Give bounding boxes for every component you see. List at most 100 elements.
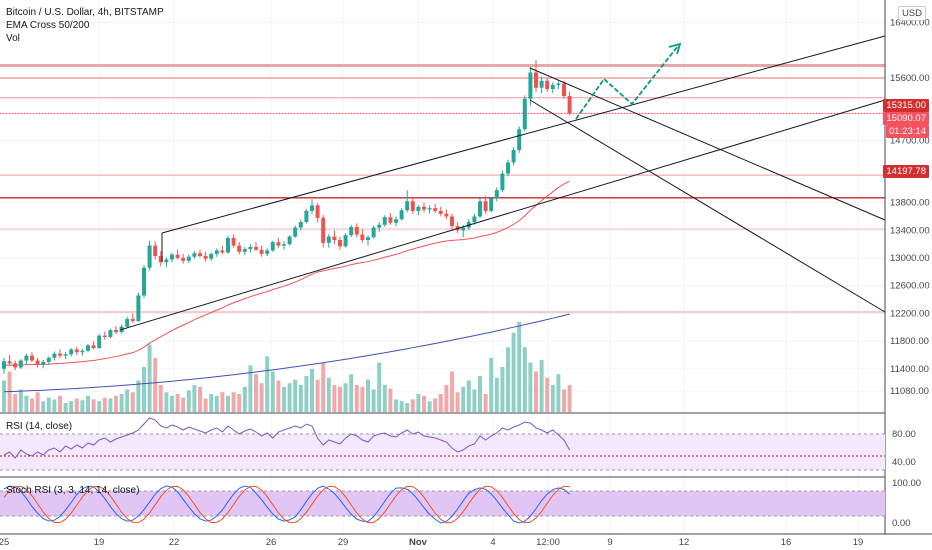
candle-body	[147, 245, 152, 268]
candle-body	[13, 363, 18, 368]
volume-bar	[18, 389, 23, 412]
volume-bar	[410, 399, 415, 412]
candle-body	[394, 219, 398, 223]
candle-body	[416, 206, 421, 211]
volume-bar	[562, 389, 566, 412]
volume-bar	[360, 386, 365, 412]
candle-body	[259, 249, 264, 254]
candle-body	[354, 226, 359, 235]
candle-body	[91, 345, 96, 349]
volume-bar	[349, 374, 354, 412]
volume-bar	[545, 377, 550, 412]
volume-bar	[108, 398, 113, 412]
volume-bar	[153, 358, 158, 412]
volume-title[interactable]: Vol	[6, 33, 20, 44]
volume-bar	[382, 385, 387, 412]
main-pane[interactable]	[0, 0, 885, 413]
candle-body	[304, 210, 309, 223]
stoch-rsi-pane[interactable]	[0, 485, 885, 524]
volume-bar	[282, 386, 286, 412]
candle-body	[310, 205, 314, 211]
candle-body	[175, 254, 180, 259]
projection-path[interactable]	[575, 42, 682, 120]
price-tag-last: 15090.07	[883, 112, 929, 125]
time-axis-label: 26	[266, 537, 277, 548]
candle-body	[108, 330, 113, 337]
volume-bar	[517, 322, 522, 412]
volume-bar	[119, 394, 124, 412]
candle-body	[63, 354, 68, 356]
volume-bar	[248, 365, 253, 412]
candle-body	[170, 254, 174, 260]
candle-body	[265, 250, 270, 254]
candlesticks[interactable]	[2, 59, 572, 374]
candle-body	[114, 330, 118, 333]
candle-body	[248, 246, 253, 250]
time-axis-label: 16	[781, 537, 792, 548]
trendline-drawings[interactable]	[119, 35, 886, 331]
volume-bar	[164, 392, 169, 412]
volume-bar	[74, 398, 79, 412]
volume-bar	[147, 344, 152, 412]
time-axis[interactable]: 25 19 22 26 29 Nov 4 12:00 9 12 16 19	[0, 537, 863, 548]
rsi-label[interactable]: RSI (14, close)	[6, 421, 73, 432]
volume-bar	[394, 399, 398, 412]
candle-body	[522, 98, 527, 130]
volume-bar	[315, 379, 320, 412]
price-tag-level-high: 15315.00	[883, 99, 929, 112]
candle-body	[326, 236, 331, 243]
volume-bar	[298, 385, 303, 412]
price-axis[interactable]: 17200.0016400.0015600.0014700.0013800.00…	[890, 0, 930, 529]
candle-body	[427, 208, 432, 210]
volume-bar	[170, 395, 174, 412]
volume-bar	[304, 376, 309, 412]
volume-bar	[158, 385, 163, 412]
volume-bar	[97, 401, 102, 412]
volume-bar	[539, 359, 544, 412]
candle-body	[562, 83, 566, 97]
candle-body	[483, 201, 488, 211]
candle-body	[494, 190, 499, 199]
volume-bar	[472, 389, 477, 412]
volume-bar	[63, 403, 68, 412]
volume-bar	[450, 371, 454, 412]
candle-body	[517, 129, 522, 151]
price-axis-label: 12600.00	[890, 281, 930, 292]
symbol-title[interactable]: Bitcoin / U.S. Dollar, 4h, BITSTAMP	[6, 7, 164, 18]
candle-body	[539, 80, 544, 88]
time-axis-label: 19	[853, 537, 864, 548]
volume-bar	[377, 362, 382, 412]
currency-badge[interactable]: USD	[897, 6, 926, 21]
volume-bar	[226, 395, 230, 412]
candle-body	[321, 217, 326, 243]
volume-bar	[186, 390, 191, 412]
indicator-title[interactable]: EMA Cross 50/200	[6, 20, 90, 31]
volume-bar	[24, 395, 29, 412]
volume-bar	[528, 362, 533, 412]
volume-bar	[259, 383, 264, 412]
candle-body	[366, 237, 370, 241]
candle-body	[254, 246, 258, 250]
volume-bar	[30, 398, 34, 412]
volume-bar	[494, 377, 499, 412]
candle-body	[2, 361, 6, 369]
price-axis-label: 16400.00	[890, 18, 930, 29]
candle-body	[86, 345, 90, 351]
volume-bar	[511, 332, 516, 412]
volume-bar	[427, 401, 432, 412]
time-axis-label: 25	[0, 537, 9, 548]
volume-bar	[203, 398, 208, 412]
candle-body	[102, 335, 107, 337]
trendline	[529, 67, 886, 221]
volume-bar	[231, 392, 236, 412]
stoch-band	[0, 491, 885, 516]
rsi-line	[3, 417, 571, 459]
rsi-pane[interactable]	[0, 417, 885, 471]
candle-body	[136, 295, 141, 322]
candle-body	[7, 361, 12, 364]
candle-body	[567, 96, 572, 114]
candle-body	[35, 360, 40, 365]
stoch-rsi-label[interactable]: Stoch RSI (3, 3, 14, 14, close)	[6, 485, 140, 496]
volume-bar	[136, 380, 141, 412]
